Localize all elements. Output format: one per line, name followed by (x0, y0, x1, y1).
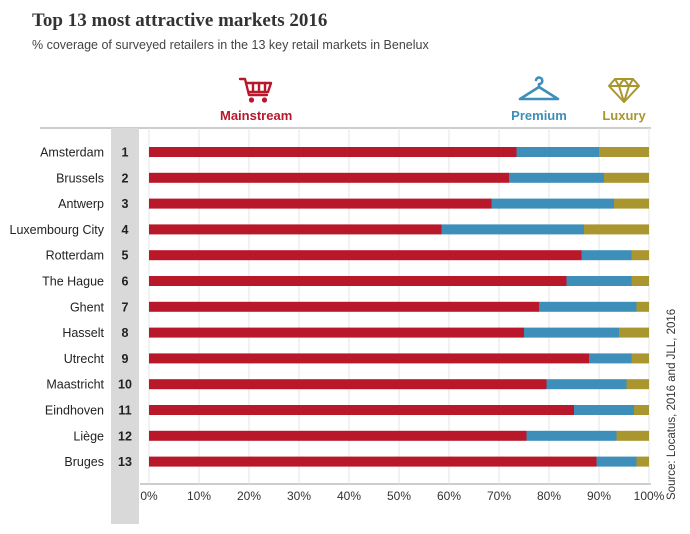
rank-column (111, 128, 139, 524)
category-label: Hasselt (62, 326, 104, 340)
bar-luxury (614, 198, 649, 209)
bar-luxury (599, 147, 649, 157)
bar-mainstream (149, 327, 524, 338)
bar-mainstream (149, 379, 547, 390)
x-tick-label: 30% (287, 489, 311, 503)
rank-label: 8 (122, 326, 129, 340)
x-tick-label: 100% (634, 489, 665, 503)
rank-label: 2 (122, 171, 129, 185)
rank-label: 11 (118, 404, 131, 418)
bar-luxury (619, 327, 649, 338)
category-label: Luxembourg City (10, 223, 105, 237)
x-tick-label: 80% (537, 489, 561, 503)
category-label: Amsterdam (40, 146, 104, 160)
shopping-cart-icon (238, 77, 273, 103)
legend-luxury: Luxury (596, 76, 652, 123)
bar-mainstream (149, 456, 597, 467)
rank-label: 6 (122, 275, 129, 289)
category-label: Brussels (56, 171, 104, 185)
rank-label: 3 (122, 197, 129, 211)
rank-label: 1 (122, 146, 129, 160)
bar-mainstream (149, 405, 574, 415)
x-tick-label: 60% (437, 489, 461, 503)
bar-mainstream (149, 353, 589, 364)
bar-luxury (636, 301, 649, 312)
bar-mainstream (149, 430, 527, 441)
rank-label: 5 (122, 249, 129, 263)
bar-mainstream (149, 172, 509, 183)
bar-premium (589, 353, 632, 364)
x-tick-label: 40% (337, 489, 361, 503)
bar-premium (491, 198, 614, 209)
bar-luxury (631, 353, 649, 364)
category-label: Ghent (70, 300, 105, 314)
bar-premium (566, 276, 632, 286)
bar-luxury (631, 276, 649, 286)
legend-premium-label: Premium (511, 108, 567, 123)
rank-label: 12 (118, 429, 132, 443)
bar-premium (546, 379, 627, 390)
category-label: Bruges (64, 455, 104, 469)
bar-luxury (631, 250, 649, 261)
legend-premium: Premium (508, 74, 570, 123)
bar-mainstream (149, 301, 539, 312)
category-label: Liège (73, 429, 104, 443)
bar-mainstream (149, 276, 567, 286)
bar-luxury (636, 456, 649, 467)
bar-premium (516, 147, 599, 157)
diamond-icon (608, 78, 640, 103)
bar-mainstream (149, 224, 442, 235)
category-label: Maastricht (46, 378, 104, 392)
bar-luxury (584, 224, 649, 235)
bar-mainstream (149, 147, 517, 157)
rank-label: 9 (122, 352, 129, 366)
chart-subtitle: % coverage of surveyed retailers in the … (32, 38, 429, 52)
category-label: Rotterdam (46, 249, 104, 263)
category-label: Eindhoven (45, 404, 104, 418)
bar-premium (596, 456, 637, 467)
bar-premium (581, 250, 632, 261)
rank-label: 7 (122, 300, 129, 314)
rank-label: 10 (118, 378, 132, 392)
bar-luxury (634, 405, 649, 415)
bar-premium (524, 327, 619, 338)
x-tick-label: 0% (140, 489, 158, 503)
source-note: Source: Locatus, 2016 and JLL, 2016 (666, 308, 678, 500)
category-label: Utrecht (64, 352, 105, 366)
x-tick-label: 20% (237, 489, 261, 503)
x-tick-label: 10% (187, 489, 211, 503)
category-label: The Hague (42, 275, 104, 289)
bar-premium (539, 301, 637, 312)
clothes-hanger-icon (518, 76, 560, 101)
x-tick-label: 70% (487, 489, 511, 503)
x-tick-label: 90% (587, 489, 611, 503)
legend-mainstream: Mainstream (220, 76, 292, 123)
rank-label: 4 (122, 223, 129, 237)
rank-label: 13 (118, 455, 132, 469)
bar-premium (441, 224, 584, 235)
bar-premium (509, 172, 604, 183)
legend-mainstream-label: Mainstream (220, 108, 293, 123)
bar-premium (574, 405, 634, 415)
bar-luxury (604, 172, 649, 183)
bar-luxury (626, 379, 649, 390)
category-label: Antwerp (58, 197, 104, 211)
bar-mainstream (149, 198, 492, 209)
chart-title: Top 13 most attractive markets 2016 (32, 10, 328, 31)
legend-luxury-label: Luxury (602, 108, 646, 123)
x-tick-label: 50% (387, 489, 411, 503)
bar-mainstream (149, 250, 582, 261)
bar-premium (526, 430, 617, 441)
bar-luxury (616, 430, 649, 441)
